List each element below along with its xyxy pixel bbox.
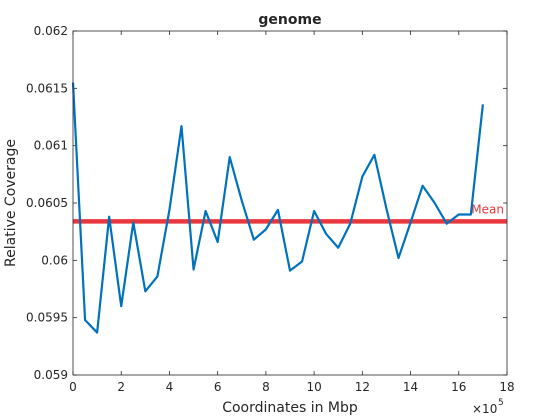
x-tick-label: 6 [214, 380, 222, 394]
axes-box [72, 30, 508, 376]
x-tick-label: 4 [166, 380, 174, 394]
y-tick-label: 0.0615 [26, 81, 68, 95]
y-tick-label: 0.0595 [26, 311, 68, 325]
x-tick-label: 12 [355, 380, 370, 394]
x-tick-label: 16 [451, 380, 466, 394]
y-tick-label: 0.061 [34, 139, 68, 153]
x-tick-label: 2 [117, 380, 125, 394]
y-tick-label: 0.059 [34, 368, 68, 382]
y-tick-label: 0.0605 [26, 196, 68, 210]
x-tick-label: 14 [403, 380, 418, 394]
y-axis-label: Relative Coverage [3, 139, 19, 267]
x-tick-label: 10 [306, 380, 321, 394]
plot-area [73, 31, 507, 375]
x-exponent-base: ×10 [472, 402, 497, 416]
x-exponent-power: 5 [498, 398, 504, 408]
x-axis-label: Coordinates in Mbp [222, 400, 358, 416]
x-tick-label: 8 [262, 380, 270, 394]
y-tick-label: 0.06 [41, 253, 68, 267]
y-tick-label: 0.062 [34, 24, 68, 38]
x-tick-label: 0 [69, 380, 77, 394]
mean-label: Mean [471, 202, 504, 216]
x-tick-label: 18 [499, 380, 514, 394]
x-exponent: ×10 5 [472, 398, 504, 416]
chart-title: genome [258, 12, 321, 28]
